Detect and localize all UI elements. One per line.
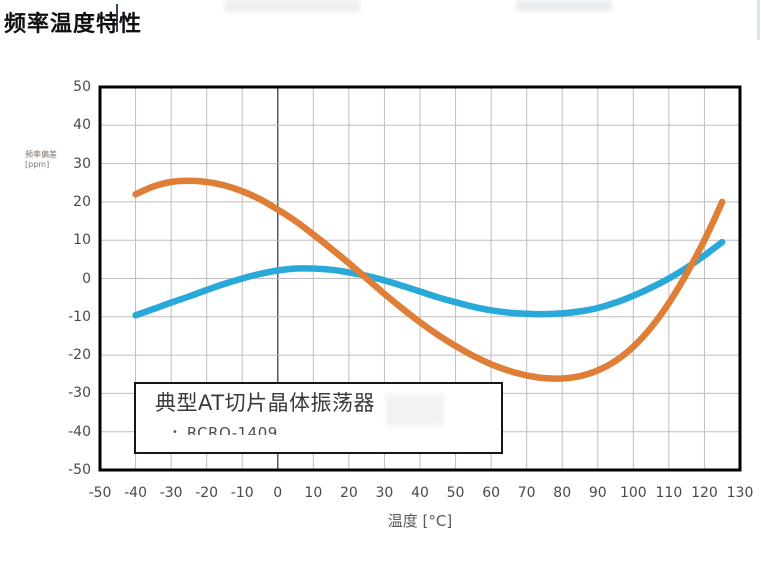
x-tick-label: 20 bbox=[339, 485, 358, 501]
x-tick-label: 10 bbox=[304, 485, 323, 501]
x-tick-label: 110 bbox=[655, 485, 683, 501]
x-axis-title: 温度 [°C] bbox=[387, 512, 453, 530]
x-tick-label: 100 bbox=[619, 485, 647, 501]
x-tick-label: 50 bbox=[446, 485, 465, 501]
y-tick-label: 0 bbox=[82, 270, 91, 287]
x-tick-label: -30 bbox=[159, 485, 183, 501]
x-tick-label: -40 bbox=[124, 485, 147, 501]
text-cursor bbox=[116, 4, 118, 32]
y-tick-label: 10 bbox=[73, 232, 91, 249]
x-tick-label: 120 bbox=[691, 485, 718, 501]
y-tick-label: 50 bbox=[73, 79, 91, 95]
y-tick-label: -50 bbox=[68, 462, 91, 478]
plot-frame bbox=[98, 85, 742, 472]
y-axis-label: 频率偏差 [ppm] bbox=[25, 150, 71, 170]
bullet-icon: • bbox=[172, 427, 178, 435]
x-tick-label: 60 bbox=[482, 485, 501, 501]
x-tick-label: 130 bbox=[726, 485, 754, 501]
x-tick-label: -20 bbox=[195, 485, 219, 501]
page-title[interactable]: 频率温度特性 bbox=[4, 12, 143, 37]
x-tick-label: 40 bbox=[411, 485, 429, 501]
y-tick-label: -20 bbox=[68, 347, 91, 364]
y-tick-label: 20 bbox=[73, 193, 91, 210]
legend-box: 典型AT切片晶体振荡器 • RCRO-1409 bbox=[134, 382, 503, 454]
x-tick-label: 0 bbox=[273, 485, 283, 501]
y-tick-label: -40 bbox=[68, 423, 91, 440]
legend-item-row: • RCRO-1409 bbox=[172, 423, 278, 435]
y-tick-label: 30 bbox=[73, 155, 91, 172]
legend-item-label: RCRO-1409 bbox=[186, 424, 278, 435]
x-tick-label: -50 bbox=[88, 485, 112, 501]
x-tick-label: 70 bbox=[517, 485, 536, 501]
orange-curve bbox=[132, 177, 726, 382]
y-tick-label: -30 bbox=[68, 385, 91, 402]
y-tick-label: -10 bbox=[68, 308, 91, 325]
translation-artifact bbox=[386, 394, 444, 426]
x-tick-label: 90 bbox=[588, 485, 607, 501]
y-axis-label-line1: 频率偏差 bbox=[25, 150, 57, 159]
y-tick-label: 40 bbox=[73, 117, 91, 134]
x-tick-label: 80 bbox=[553, 485, 572, 501]
blue-curve bbox=[132, 238, 726, 319]
legend-title: 典型AT切片晶体振荡器 bbox=[155, 391, 376, 415]
x-tick-label: -10 bbox=[230, 485, 254, 501]
y-axis-label-line2: [ppm] bbox=[25, 160, 50, 169]
x-tick-label: 30 bbox=[375, 485, 394, 501]
